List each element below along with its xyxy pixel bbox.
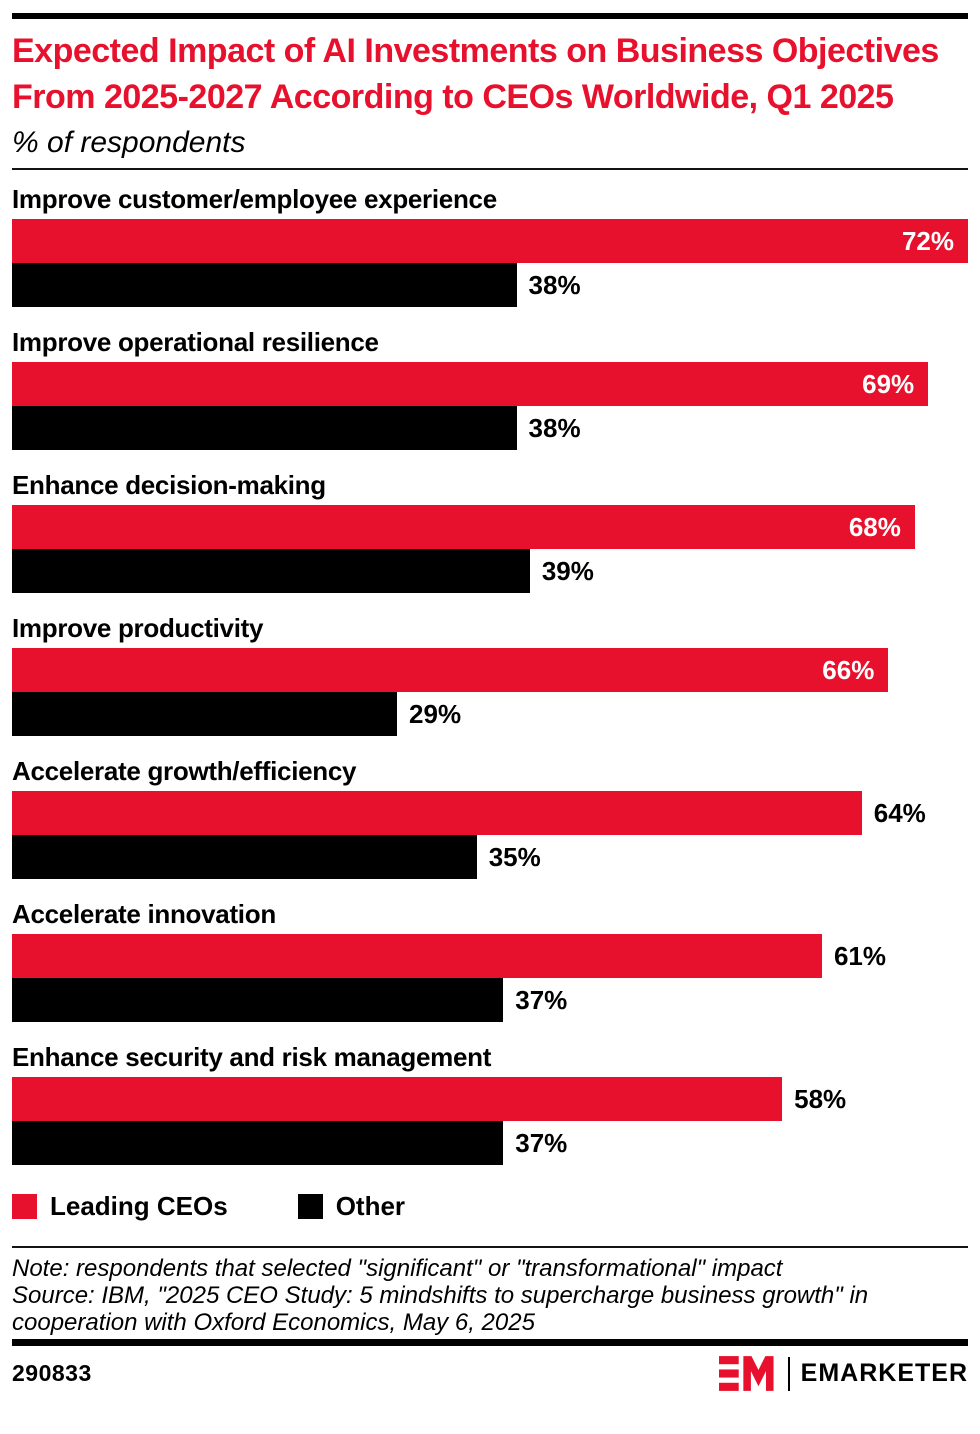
bar-value-label: 58% (794, 1083, 847, 1114)
category-label: Improve customer/employee experience (12, 184, 497, 214)
bar-row: 72% (12, 219, 968, 263)
note-line: Source: IBM, "2025 CEO Study: 5 mindshif… (12, 1282, 869, 1336)
legend-swatch (297, 1194, 323, 1219)
bar-value-label: 69% (862, 368, 915, 399)
bar-row: 58% (12, 1077, 968, 1121)
note-line: Note: respondents that selected "signifi… (12, 1255, 783, 1282)
bar-group: Enhance security and risk management 58% 3… (12, 1043, 968, 1165)
bar-row: 39% (12, 549, 968, 593)
bar-leading-ceos: 69% (12, 362, 929, 406)
bar-row: 37% (12, 978, 968, 1022)
footer-rule (12, 1339, 968, 1346)
bar-row: 37% (12, 1121, 968, 1165)
chart-id: 290833 (12, 1360, 92, 1386)
bar-row: 38% (12, 263, 968, 307)
bar-value-label: 66% (822, 654, 875, 685)
bar-other (12, 692, 398, 736)
bar-value-label: 61% (833, 940, 886, 971)
bar-other (12, 835, 477, 879)
bar-row: 38% (12, 406, 968, 450)
bar-leading-ceos: 66% (12, 648, 889, 692)
bar-row: 61% (12, 934, 968, 978)
bar-group: Improve customer/employee experience 72% 3… (12, 185, 968, 307)
bar-value-label: 37% (515, 1127, 568, 1158)
bar-value-label: 68% (848, 511, 901, 542)
bar-other (12, 549, 530, 593)
subtitle-divider (12, 168, 968, 170)
bar-group: Accelerate innovation 61% 37% (12, 900, 968, 1022)
bar-group: Accelerate growth/efficiency 64% 35% (12, 757, 968, 879)
chart-subtitle: % of respondents (12, 126, 246, 159)
bar-chart: Improve customer/employee experience 72% 3… (12, 185, 968, 1165)
legend-label: Other (335, 1191, 406, 1221)
chart-title: Expected Impact of AI Investments on Bus… (12, 32, 939, 116)
bar-value-label: 35% (488, 841, 541, 872)
bar-value-label: 38% (528, 269, 581, 300)
bar-value-label: 37% (515, 984, 568, 1015)
bar-other (12, 1121, 504, 1165)
bar-other (12, 978, 504, 1022)
bar-row: 68% (12, 505, 968, 549)
legend-swatch (12, 1194, 37, 1219)
category-label: Improve operational resilience (12, 327, 379, 357)
emarketer-logo: EMARKETER (718, 1355, 968, 1392)
bar-other (12, 406, 517, 450)
bar-leading-ceos: 68% (12, 505, 915, 549)
legend-item: Other (297, 1191, 406, 1222)
logo-separator (787, 1356, 790, 1391)
top-rule (12, 13, 968, 19)
bar-row: 29% (12, 692, 968, 736)
legend-label: Leading CEOs (50, 1191, 228, 1221)
category-label: Accelerate innovation (12, 899, 276, 929)
bar-value-label: 38% (528, 412, 581, 443)
bar-row: 66% (12, 648, 968, 692)
category-label: Enhance security and risk management (12, 1042, 492, 1072)
bar-row: 35% (12, 835, 968, 879)
note-divider (12, 1246, 968, 1248)
bar-other (12, 263, 517, 307)
bar-leading-ceos (12, 1077, 783, 1121)
category-label: Accelerate growth/efficiency (12, 756, 357, 786)
category-label: Enhance decision-making (12, 470, 326, 500)
bar-value-label: 64% (873, 797, 926, 828)
bar-group: Improve productivity 66% 29% (12, 614, 968, 736)
bar-leading-ceos: 72% (12, 219, 968, 263)
bar-group: Enhance decision-making 68% 39% (12, 471, 968, 593)
bar-row: 64% (12, 791, 968, 835)
emarketer-monogram-icon (718, 1356, 774, 1391)
category-label: Improve productivity (12, 613, 264, 643)
bar-value-label: 72% (901, 225, 954, 256)
bar-leading-ceos (12, 791, 862, 835)
bar-value-label: 39% (541, 555, 594, 586)
chart-notes: Note: respondents that selected "signifi… (12, 1255, 912, 1336)
bar-row: 69% (12, 362, 968, 406)
emarketer-wordmark: EMARKETER (800, 1359, 968, 1387)
legend-item: Leading CEOs (12, 1191, 228, 1222)
bar-value-label: 29% (409, 698, 462, 729)
legend: Leading CEOs Other (12, 1191, 968, 1222)
footer: 290833 EMARKETER (12, 1355, 968, 1392)
bar-group: Improve operational resilience 69% 38% (12, 328, 968, 450)
bar-leading-ceos (12, 934, 822, 978)
